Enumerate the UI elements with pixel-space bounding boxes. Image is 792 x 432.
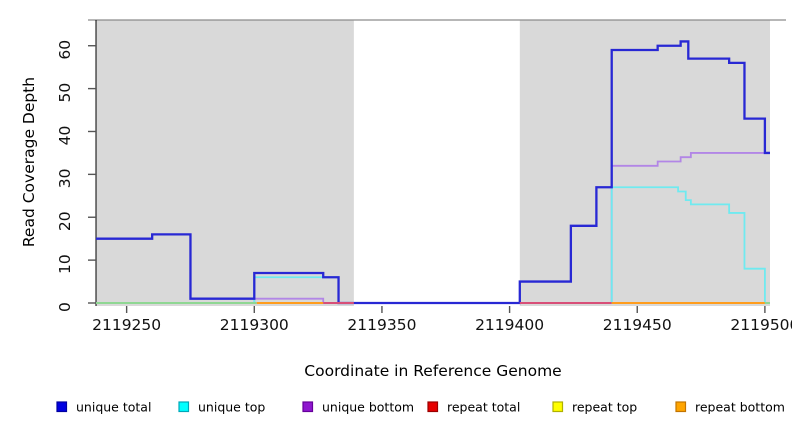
series-lines — [96, 40, 770, 305]
legend-swatch-repeat-top — [552, 401, 564, 413]
legend-label: unique bottom — [322, 400, 414, 415]
y-tick-label: 10 — [56, 254, 74, 274]
x-tick-label: 2119300 — [220, 316, 289, 334]
x-axis-title: Coordinate in Reference Genome — [304, 362, 561, 380]
legend-item-repeat-total: repeat total — [427, 400, 520, 415]
legend-swatch-unique-top — [178, 401, 190, 413]
x-tick-label: 2119450 — [603, 316, 672, 334]
y-tick-label: 30 — [56, 168, 74, 188]
panel-covered-right — [519, 20, 770, 306]
legend-item-unique-bottom: unique bottom — [302, 400, 414, 415]
legend-item-unique-top: unique top — [178, 400, 265, 415]
x-tick-label: 2119350 — [347, 316, 416, 334]
y-tick-label: 50 — [56, 83, 74, 103]
legend: unique total unique top unique bottom repea… — [56, 400, 785, 415]
legend-swatch-unique-total — [56, 401, 68, 413]
y-tick-label: 0 — [56, 302, 74, 312]
legend-swatch-unique-bottom — [302, 401, 314, 413]
panel-covered-left — [96, 20, 354, 306]
x-tick-label: 2119250 — [92, 316, 161, 334]
legend-label: repeat bottom — [695, 400, 785, 415]
series-line-unique-total — [96, 40, 770, 305]
y-tick-label: 60 — [56, 40, 74, 60]
plot-background — [96, 20, 770, 306]
legend-item-repeat-top: repeat top — [552, 400, 637, 415]
y-tick-label: 40 — [56, 126, 74, 146]
y-tick-label: 20 — [56, 211, 74, 231]
legend-swatch-repeat-bottom — [675, 401, 687, 413]
legend-label: unique total — [76, 400, 151, 415]
legend-label: repeat top — [572, 400, 637, 415]
legend-label: unique top — [198, 400, 265, 415]
x-tick-label: 2119400 — [475, 316, 544, 334]
series-line-unique-bottom — [96, 152, 770, 304]
legend-label: repeat total — [447, 400, 520, 415]
legend-item-unique-total: unique total — [56, 400, 151, 415]
legend-item-repeat-bottom: repeat bottom — [675, 400, 785, 415]
axes: 2119250 2119300 2119350 2119400 2119450 21195… — [56, 19, 792, 334]
legend-swatch-repeat-total — [427, 401, 439, 413]
y-axis-title: Read Coverage Depth — [20, 77, 38, 247]
